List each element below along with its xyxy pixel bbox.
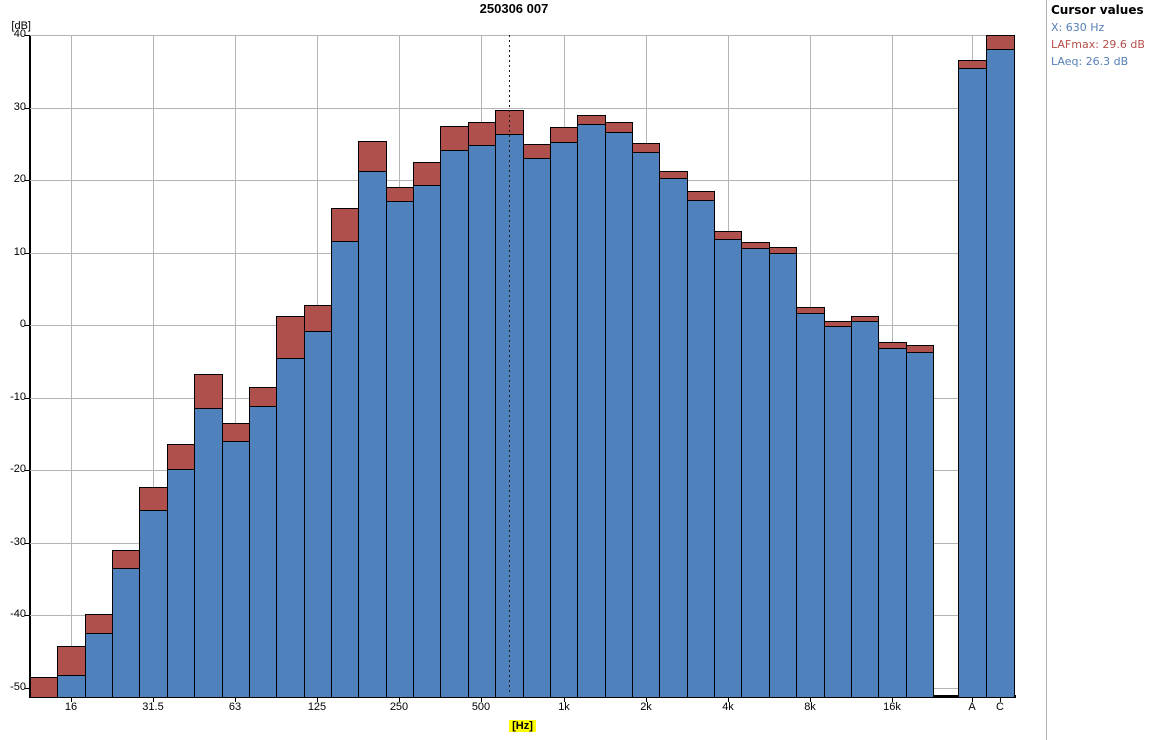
bar-laeq-12.5k[interactable]	[851, 320, 879, 698]
bar-laeq-160[interactable]	[331, 240, 359, 698]
y-tick-mark-20	[25, 180, 29, 181]
bar-laeq-5k[interactable]	[741, 248, 770, 698]
y-tick-mark--20	[25, 470, 29, 471]
y-tick-mark-0	[25, 325, 29, 326]
cursor-line[interactable]	[509, 35, 510, 695]
bar-laeq-1.6k[interactable]	[605, 132, 633, 698]
x-tick-mark-31.5	[153, 698, 154, 702]
x-tick-mark-16	[71, 698, 72, 702]
bar-laeq-A[interactable]	[958, 68, 987, 698]
x-tick-mark-C	[1000, 698, 1001, 702]
cursor-values-panel: Cursor values X: 630 Hz LAFmax: 29.6 dB …	[1051, 3, 1151, 72]
x-tick-mark-8k	[810, 698, 811, 702]
y-tick-mark-10	[25, 253, 29, 254]
bar-laeq-800[interactable]	[523, 158, 551, 698]
bar-laeq-2k[interactable]	[632, 151, 660, 698]
cursor-laeq-readout: LAeq: 26.3 dB	[1051, 55, 1129, 68]
x-tick-label-16k: 16k	[883, 701, 901, 713]
y-tick-label-10: 10	[13, 246, 26, 258]
bar-laeq-25[interactable]	[112, 567, 140, 698]
bar-laeq-4k[interactable]	[714, 239, 742, 698]
y-tick-mark-40	[25, 35, 29, 36]
x-tick-label-A: A	[968, 701, 976, 713]
bar-laeq-50[interactable]	[194, 408, 223, 698]
x-tick-mark-A	[972, 698, 973, 702]
x-tick-label-C: C	[996, 701, 1004, 713]
bar-laeq-63[interactable]	[222, 441, 250, 698]
y-tick-mark--10	[25, 398, 29, 399]
bar-laeq-31.5[interactable]	[139, 509, 168, 698]
cursor-x-readout: X: 630 Hz	[1051, 21, 1105, 34]
x-tick-label-31.5: 31.5	[142, 701, 164, 713]
grid-v-line-63	[235, 35, 236, 695]
bar-laeq-200[interactable]	[358, 170, 387, 698]
bar-laeq-16k[interactable]	[878, 348, 907, 698]
x-tick-mark-500	[481, 698, 482, 702]
y-tick-label--20: -20	[10, 463, 26, 475]
y-tick-label-0: 0	[19, 318, 26, 330]
bar-laeq-8k[interactable]	[796, 313, 825, 698]
bar-laeq-400[interactable]	[440, 150, 469, 698]
cursor-lafmax-readout: LAFmax: 29.6 dB	[1051, 38, 1145, 51]
bar-laeq-80[interactable]	[249, 406, 277, 698]
bar-laeq-250[interactable]	[386, 201, 414, 698]
y-axis-unit-label: [dB]	[11, 20, 31, 32]
y-tick-mark--40	[25, 615, 29, 616]
y-tick-label-40: 40	[13, 28, 26, 40]
x-tick-mark-63	[235, 698, 236, 702]
y-tick-label--30: -30	[10, 536, 26, 548]
cursor-values-heading: Cursor values	[1051, 3, 1144, 17]
bar-laeq-1.25k[interactable]	[577, 124, 606, 698]
bar-laeq-20[interactable]	[85, 633, 113, 698]
x-tick-mark-250	[399, 698, 400, 702]
grid-h-line-30	[30, 108, 1015, 109]
y-tick-label--40: -40	[10, 608, 26, 620]
y-tick-mark-30	[25, 108, 29, 109]
bar-laeq-1k[interactable]	[550, 141, 578, 698]
bar-laeq-125[interactable]	[304, 330, 332, 698]
y-tick-label-30: 30	[13, 101, 26, 113]
x-tick-mark-125	[317, 698, 318, 702]
x-tick-label-1k: 1k	[558, 701, 570, 713]
bar-laeq-6.3k[interactable]	[769, 252, 797, 698]
y-axis-line	[29, 35, 31, 698]
panel-separator	[1046, 0, 1047, 740]
x-tick-label-500: 500	[471, 701, 491, 713]
y-tick-mark--50	[25, 688, 29, 689]
bar-laeq-10k[interactable]	[824, 326, 852, 698]
grid-v-line-16	[71, 35, 72, 695]
x-tick-mark-4k	[728, 698, 729, 702]
x-tick-label-8k: 8k	[804, 701, 816, 713]
y-tick-label--10: -10	[10, 391, 26, 403]
bar-laeq-20k[interactable]	[906, 351, 934, 698]
chart-title: 250306 007	[479, 1, 549, 16]
bar-laeq-315[interactable]	[413, 185, 441, 698]
bar-laeq-2.5k[interactable]	[659, 177, 688, 698]
bar-laeq-16[interactable]	[57, 675, 86, 698]
x-tick-mark-2k	[646, 698, 647, 702]
x-tick-mark-16k	[892, 698, 893, 702]
x-tick-label-4k: 4k	[722, 701, 734, 713]
bar-laeq-500[interactable]	[468, 145, 496, 698]
x-tick-label-250: 250	[389, 701, 409, 713]
grid-h-line-40	[30, 35, 1015, 36]
y-tick-label--50: -50	[10, 681, 26, 693]
y-tick-label-20: 20	[13, 173, 26, 185]
x-tick-label-16: 16	[64, 701, 78, 713]
x-tick-label-125: 125	[307, 701, 327, 713]
y-tick-mark--30	[25, 543, 29, 544]
bar-laeq-100[interactable]	[276, 357, 305, 698]
x-axis-unit-row: [Hz]	[30, 716, 1015, 734]
grid-v-line-31.5	[153, 35, 154, 695]
x-tick-label-63: 63	[228, 701, 242, 713]
x-tick-mark-1k	[564, 698, 565, 702]
x-tick-label-2k: 2k	[640, 701, 652, 713]
bar-laeq-3.15k[interactable]	[687, 199, 715, 698]
bar-laeq-C[interactable]	[986, 48, 1015, 698]
x-axis-unit-label: [Hz]	[509, 720, 536, 732]
bar-lafmax-12.5[interactable]	[30, 677, 58, 698]
bar-laeq-40[interactable]	[167, 469, 195, 698]
